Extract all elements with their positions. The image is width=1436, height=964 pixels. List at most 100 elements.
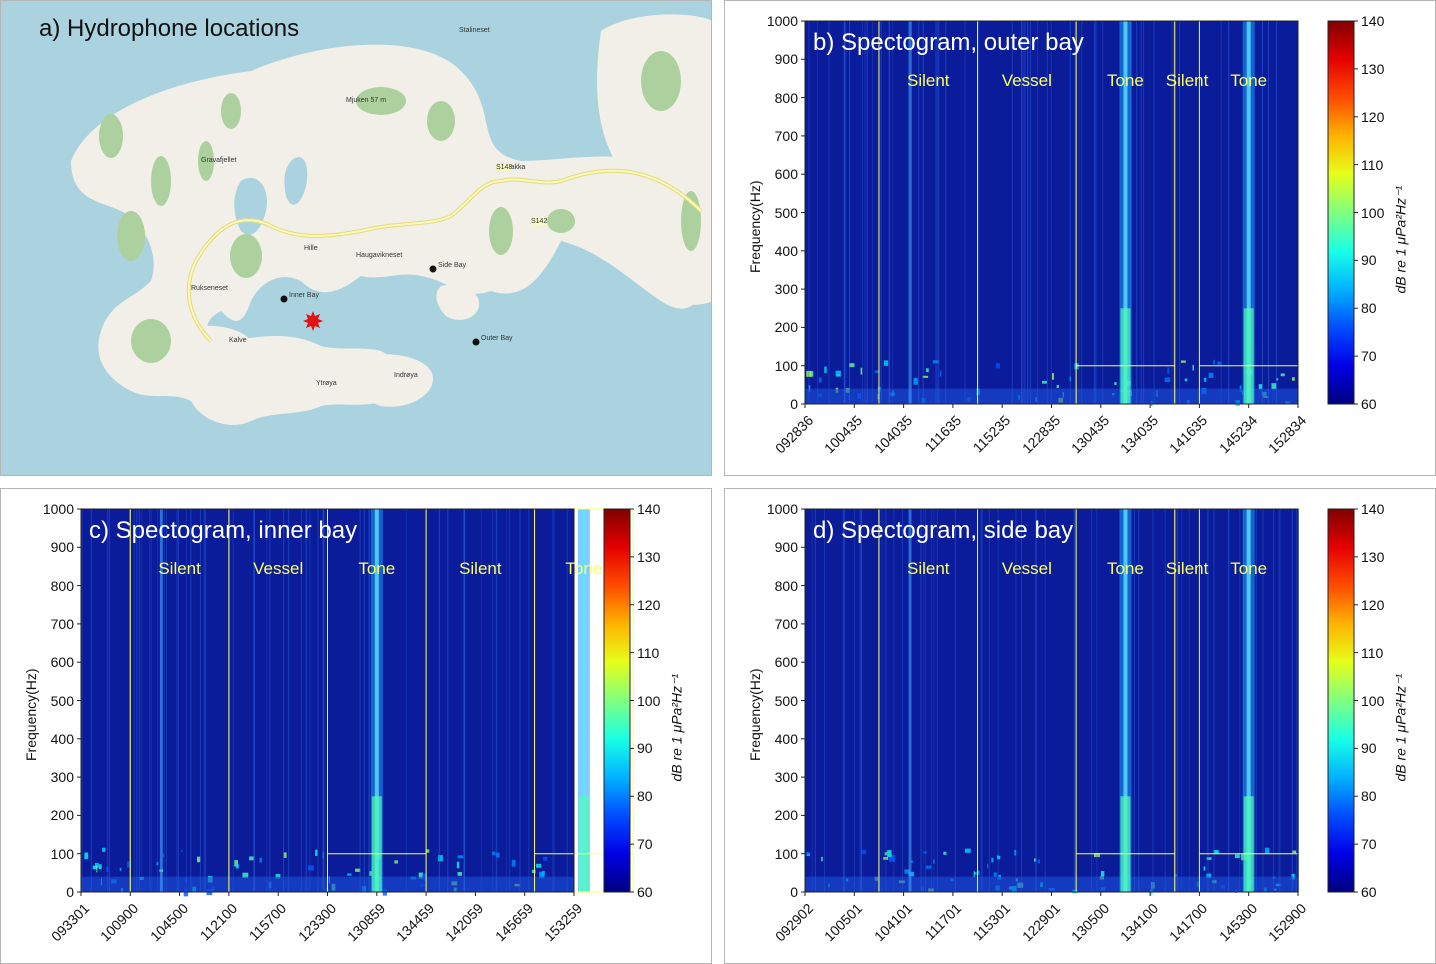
segment-label-tone: Tone — [1107, 559, 1144, 578]
low-frequency-energy — [1164, 377, 1171, 383]
y-tick-label: 200 — [50, 807, 74, 824]
low-frequency-energy — [973, 871, 975, 878]
colorbar-tick-label: 140 — [1361, 501, 1385, 517]
low-frequency-energy — [922, 375, 929, 378]
low-frequency-energy — [438, 855, 443, 862]
low-frequency-energy — [987, 863, 989, 869]
spectral-streak — [936, 509, 938, 892]
spectral-streak — [300, 509, 302, 892]
spectral-streak — [1024, 21, 1026, 404]
spectral-streak — [880, 21, 882, 404]
spectral-streak — [980, 509, 982, 892]
spectral-streak — [864, 21, 866, 404]
spectral-streak — [1029, 21, 1031, 404]
low-frequency-energy — [1034, 858, 1037, 862]
low-frequency-energy — [910, 860, 913, 863]
tone-signal-core — [581, 509, 586, 892]
spectral-streak — [229, 509, 231, 892]
spectral-streak — [359, 509, 361, 892]
low-frequency-energy — [806, 851, 809, 855]
spectral-streak — [438, 509, 440, 892]
low-frequency-energy — [818, 377, 822, 383]
segment-label-tone: Tone — [1230, 71, 1268, 90]
low-frequency-energy — [259, 857, 263, 863]
spectral-streak — [849, 21, 851, 404]
spectral-streak — [1011, 21, 1013, 404]
spectral-streak — [935, 21, 937, 404]
segment-label-vessel: Vessel — [1001, 559, 1052, 578]
spectrogram-background — [805, 509, 1298, 892]
colorbar-tick-label: 110 — [637, 644, 660, 661]
low-frequency-energy — [995, 363, 1000, 369]
low-frequency-energy — [1037, 859, 1040, 864]
spectral-streak — [828, 21, 830, 404]
low-frequency-energy — [1234, 854, 1241, 859]
spectral-streak — [463, 509, 465, 892]
spectral-streak — [1035, 509, 1037, 892]
spectral-streak — [872, 21, 874, 404]
segment-label-tone: Tone — [565, 559, 603, 578]
low-frequency-energy — [925, 865, 932, 869]
y-tick-label: 500 — [774, 204, 798, 221]
y-tick-label: 600 — [774, 654, 798, 671]
spectral-streak — [90, 509, 92, 892]
spectral-streak — [1096, 509, 1098, 892]
colorbar-tick-label: 130 — [1361, 548, 1385, 565]
road-label-s148: S148 — [496, 164, 513, 171]
colorbar-tick-label: 100 — [1361, 204, 1385, 221]
colorbar-tick-label: 80 — [1361, 300, 1377, 317]
low-frequency-energy — [275, 874, 281, 879]
spectral-streak — [1273, 509, 1275, 892]
y-tick-label: 0 — [66, 884, 74, 900]
spectral-streak — [199, 509, 201, 892]
spectral-streak — [1037, 21, 1039, 404]
road-fill — [187, 169, 702, 342]
tone-signal-core — [1123, 509, 1128, 892]
spectral-streak — [1143, 21, 1145, 404]
low-frequency-energy — [1208, 372, 1214, 379]
spectral-streak — [288, 509, 290, 892]
spectral-streak — [1069, 21, 1071, 404]
place-label-indroya: Indrøya — [394, 372, 418, 379]
low-frequency-energy — [824, 366, 827, 373]
spectral-streak — [1239, 509, 1241, 892]
spectral-streak — [1023, 21, 1025, 404]
spectral-streak — [552, 509, 554, 892]
spectral-streak — [1136, 21, 1138, 404]
spectral-streak — [860, 509, 862, 892]
low-frequency-energy — [235, 864, 239, 869]
spectral-streak — [1207, 509, 1209, 892]
spectral-streak — [1267, 21, 1269, 404]
south-islands-land — [180, 325, 433, 407]
spectral-streak — [505, 509, 507, 892]
low-frequency-energy — [242, 872, 249, 879]
y-axis-label: Frequency(Hz) — [747, 179, 763, 273]
low-frequency-energy — [835, 370, 841, 377]
y-tick-label: 900 — [774, 51, 798, 68]
spectral-streak — [861, 21, 863, 404]
low-frequency-energy — [531, 869, 536, 874]
spectral-streak — [203, 509, 205, 892]
low-frequency-energy — [536, 863, 542, 868]
spectral-streak — [884, 509, 886, 892]
low-frequency-energy — [418, 872, 423, 879]
place-label-kalve: Kalve — [229, 337, 247, 344]
tone-signal-core — [1246, 509, 1251, 892]
segment-label-silent: Silent — [906, 559, 950, 578]
colorbar-tick-label: 90 — [1361, 252, 1377, 269]
spectral-streak — [190, 509, 192, 892]
hydrophone-map-panel: a) Hydrophone locations Inner Bay Side B… — [0, 0, 712, 476]
y-tick-label: 0 — [790, 884, 798, 900]
spectral-streak — [1171, 21, 1173, 404]
spectral-streak — [164, 509, 166, 892]
low-frequency-energy — [1292, 850, 1297, 854]
spectral-streak — [368, 509, 370, 892]
colorbar-tick-label: 90 — [1361, 740, 1377, 757]
spectral-streak — [901, 509, 903, 892]
spectral-streak — [1136, 21, 1138, 404]
spectral-streak — [1188, 509, 1190, 892]
low-frequency-energy — [126, 861, 131, 868]
spectral-streak — [553, 509, 555, 892]
low-frequency-energy — [102, 847, 106, 852]
spectral-streak — [1152, 509, 1154, 892]
